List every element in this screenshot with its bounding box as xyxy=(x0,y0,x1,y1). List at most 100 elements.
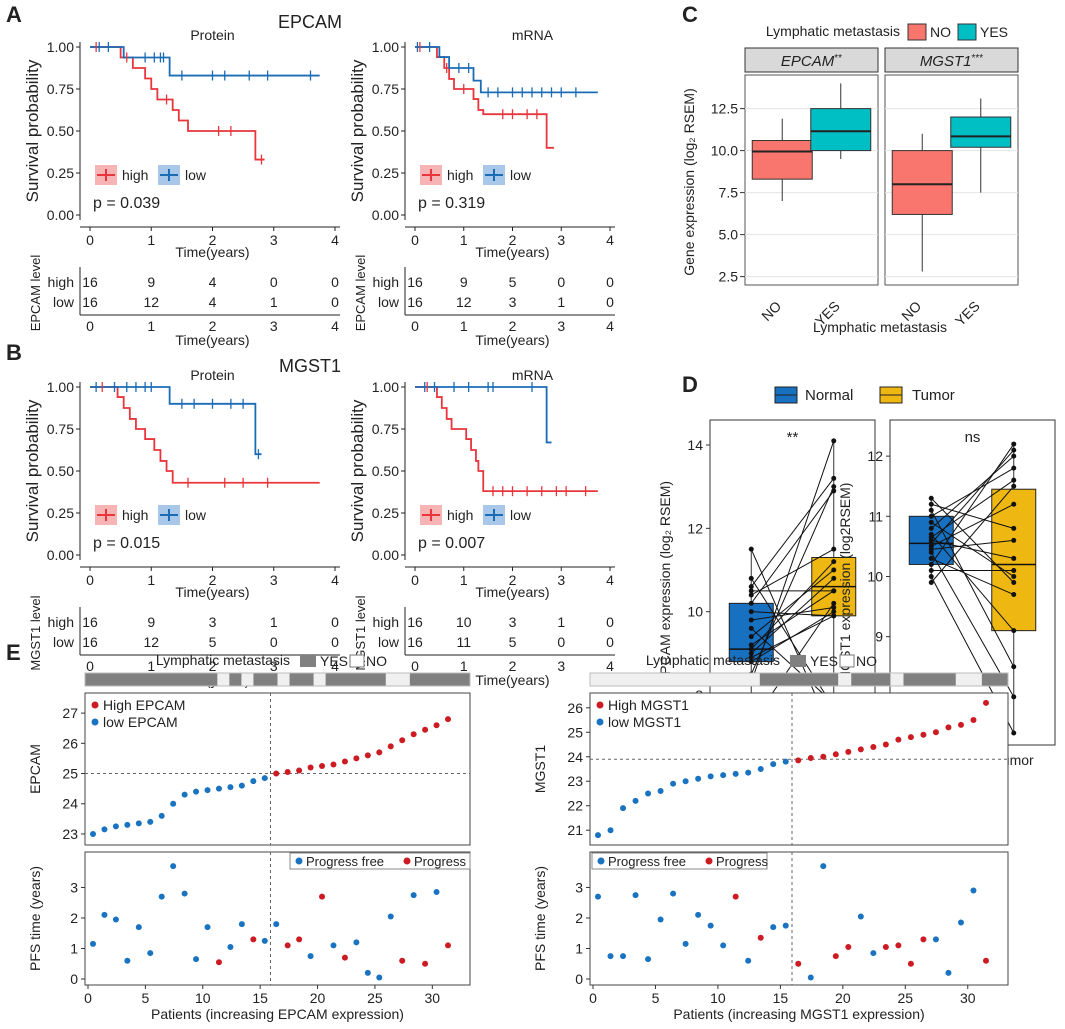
e-expr-point xyxy=(376,749,383,756)
e-expr-point xyxy=(932,729,939,736)
km-title: Protein xyxy=(190,367,234,383)
e-bar-cell xyxy=(981,673,996,686)
e-expr-point xyxy=(124,821,131,828)
boxd-pair-point xyxy=(1011,447,1017,453)
boxd-pair-point xyxy=(1011,477,1017,483)
e-bar-frame xyxy=(84,672,471,687)
km-low-curve xyxy=(415,386,552,444)
e-legend-high-label: High MGST1 xyxy=(608,697,689,713)
boxd-pair-point xyxy=(748,655,754,660)
risk-x-tick-label: 0 xyxy=(411,318,419,334)
boxd-significance: ns xyxy=(965,429,981,446)
risk-label-low: low xyxy=(53,294,75,310)
e-pfs-point xyxy=(820,863,827,870)
km-p-value: p = 0.039 xyxy=(93,195,160,212)
e-pfs-point xyxy=(399,957,406,964)
risk-high-count: 10 xyxy=(456,614,472,630)
e-pfs-point xyxy=(920,936,927,943)
risk-low-count: 0 xyxy=(606,294,614,310)
boxc-x-tick-label: NO xyxy=(758,298,784,324)
e-expr-y-tick-label: 24 xyxy=(567,749,583,765)
e-expr-y-tick-label: 27 xyxy=(62,705,78,721)
risk-low-count: 0 xyxy=(331,634,339,650)
e-x-label: Patients (increasing EPCAM expression) xyxy=(151,1006,404,1022)
e-expr-point xyxy=(882,741,889,748)
e-x-label: Patients (increasing MGST1 expression) xyxy=(673,1006,924,1022)
boxd-y-label: MGST1 expression (log2RSEM) xyxy=(837,483,853,683)
boxd-pair-point xyxy=(928,567,934,573)
boxd-pair-point xyxy=(1011,483,1017,489)
risk-x-tick-label: 3 xyxy=(557,318,565,334)
risk-low-count: 4 xyxy=(209,294,217,310)
e-bar-cell xyxy=(825,673,839,686)
e-expr-y-tick-label: 23 xyxy=(567,773,583,789)
risk-label-high: high xyxy=(48,614,74,630)
e-pfs-point xyxy=(670,890,677,897)
e-expr-point xyxy=(193,788,200,795)
boxd-pair-point xyxy=(748,625,754,631)
e-pfs-point xyxy=(433,889,440,896)
boxd-y-tick-label: 9 xyxy=(875,629,883,645)
e-bar-cell xyxy=(325,673,339,686)
e-expr-point xyxy=(112,823,119,830)
risk-high-count: 0 xyxy=(331,274,339,290)
e-expr-point xyxy=(296,767,303,774)
e-pfs-point xyxy=(296,936,303,943)
boxc-x-label: Lymphatic metastasis xyxy=(813,319,947,335)
e-expr-point xyxy=(445,716,451,723)
e-bar-cell xyxy=(929,673,944,686)
e-legend-high-dot xyxy=(91,701,99,709)
boxd-pair-point xyxy=(928,513,934,519)
boxd-pair-point xyxy=(748,650,754,656)
risk-low-count: 12 xyxy=(143,294,159,310)
e-pfs-point xyxy=(170,863,177,870)
km-legend-high-label: high xyxy=(122,167,148,183)
e-expr-point xyxy=(670,780,677,787)
e-pfs-point xyxy=(387,913,394,920)
boxd-pair-line xyxy=(931,503,1014,547)
e-x-tick-label: 10 xyxy=(195,990,211,1006)
e-bar-cell xyxy=(655,673,669,686)
e-pfs-point xyxy=(238,921,245,928)
boxd-y-label: EPCAM expression (log₂ RSEM) xyxy=(657,481,673,684)
risk-x-tick-label: 4 xyxy=(606,658,614,674)
boxd-pair-point xyxy=(831,438,837,444)
e-bar-cell xyxy=(145,673,158,686)
boxd-pair-point xyxy=(928,495,934,501)
risk-high-count: 0 xyxy=(557,274,565,290)
e-expr-point xyxy=(707,773,714,780)
e-expr-point xyxy=(364,752,371,759)
e-pfs-legend-prog-label: Progress xyxy=(716,854,769,869)
boxd-pair-point xyxy=(831,575,837,581)
km-y-tick-label: 0.50 xyxy=(372,463,399,479)
e-bar-cell xyxy=(181,673,194,686)
boxd-pair-line xyxy=(750,590,835,646)
e-x-tick-label: 0 xyxy=(84,990,92,1006)
e-expr-point xyxy=(895,736,902,743)
km-legend-low-label: low xyxy=(510,167,532,183)
risk-high-count: 0 xyxy=(270,274,278,290)
e-bar-cell xyxy=(205,673,218,686)
e-pfs-point xyxy=(832,953,839,960)
e-pfs-point xyxy=(845,943,852,950)
e-bar-cell xyxy=(629,673,643,686)
boxc-legend-yes-label: YES xyxy=(980,24,1008,40)
risk-row-label: EPCAM level xyxy=(353,255,368,332)
e-legend-high-label: High EPCAM xyxy=(103,697,185,713)
e-pfs-panel xyxy=(84,851,471,986)
e-x-tick-label: 30 xyxy=(425,990,441,1006)
risk-low-count: 0 xyxy=(606,634,614,650)
e-pfs-point xyxy=(782,922,789,929)
e-pfs-point xyxy=(158,893,165,900)
e-pfs-point xyxy=(695,911,702,918)
e-expr-point xyxy=(645,790,652,797)
risk-high-count: 9 xyxy=(147,274,155,290)
e-bar-cell xyxy=(864,673,878,686)
e-pfs-legend-pf-dot xyxy=(597,857,605,865)
e-pfs-point xyxy=(595,893,601,900)
e-expr-point xyxy=(147,818,154,825)
e-bar-cell xyxy=(277,673,291,686)
e-bar-cell xyxy=(942,673,957,686)
e-expr-point xyxy=(657,788,664,795)
boxd-pair-point xyxy=(831,475,837,481)
